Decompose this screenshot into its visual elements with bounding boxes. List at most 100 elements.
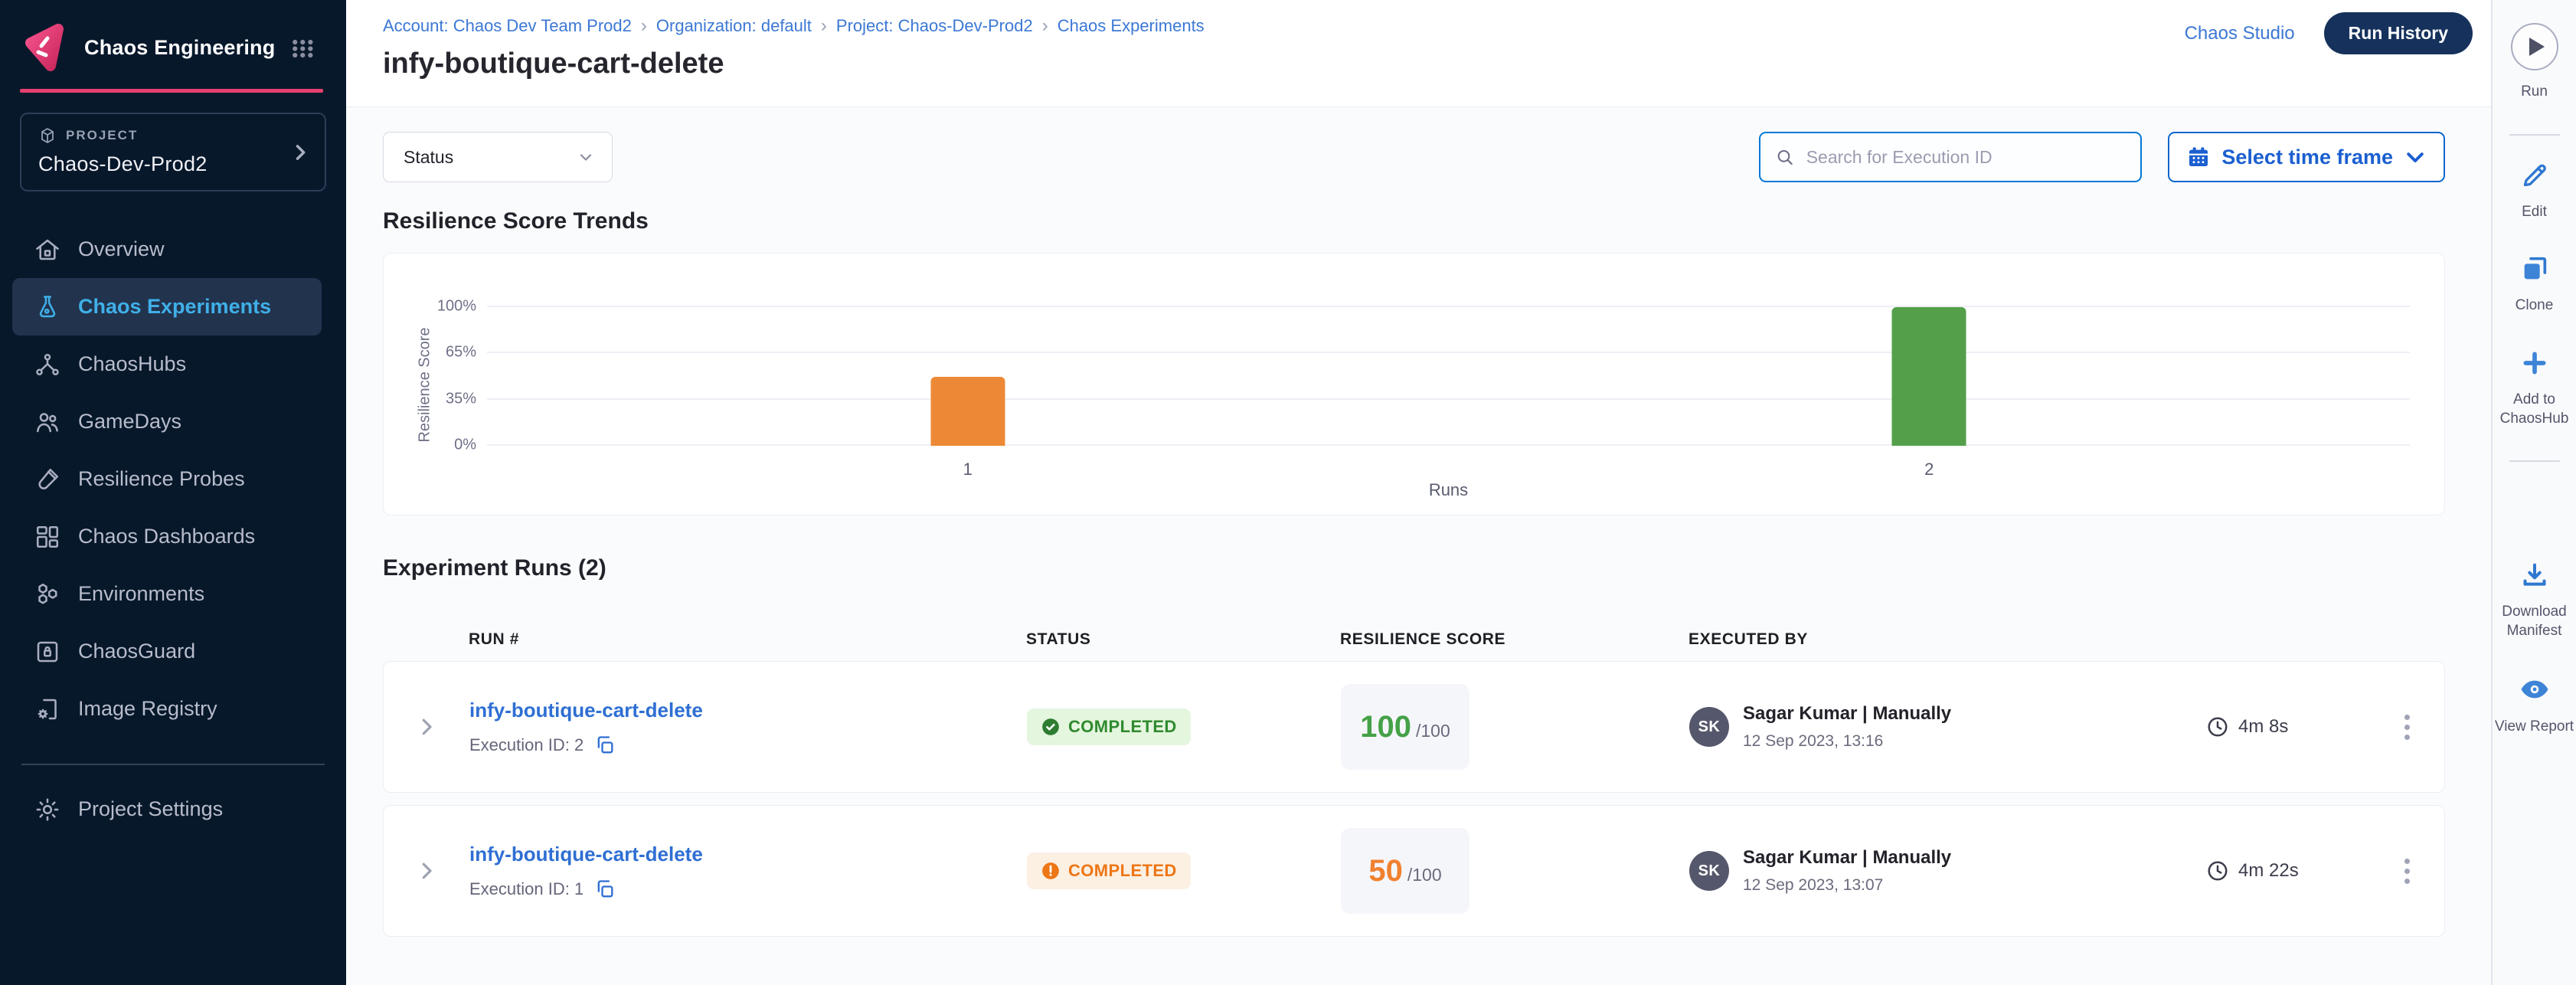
expand-row-chevron-icon[interactable] xyxy=(384,859,469,882)
status-text: COMPLETED xyxy=(1068,861,1177,880)
edit-button[interactable]: Edit xyxy=(2519,160,2550,222)
score-cell: 50 /100 xyxy=(1341,828,1689,914)
executed-by-cell: SK Sagar Kumar | Manually 12 Sep 2023, 1… xyxy=(1689,703,2206,751)
run-history-button[interactable]: Run History xyxy=(2323,12,2473,54)
left-sidebar: Chaos Engineering PROJECT Chaos-Dev-Prod… xyxy=(0,0,346,985)
sidebar-item-label: Environments xyxy=(78,582,205,605)
run-name-link[interactable]: infy-boutique-cart-delete xyxy=(469,842,703,866)
add-to-chaoshub-button[interactable]: Add to ChaosHub xyxy=(2493,348,2576,428)
search-input[interactable] xyxy=(1806,146,2127,168)
resilience-trends-heading: Resilience Score Trends xyxy=(383,208,649,234)
duration-cell: 4m 8s xyxy=(2206,715,2368,738)
score-value: 100 xyxy=(1360,709,1411,744)
execution-id: Execution ID: 2 xyxy=(469,735,584,754)
column-header-run: RUN # xyxy=(469,630,520,648)
sidebar-item-label: GameDays xyxy=(78,410,182,433)
select-time-frame-button[interactable]: Select time frame xyxy=(2168,132,2445,182)
hexagons-icon xyxy=(34,581,61,608)
cube-icon xyxy=(41,128,54,143)
status-badge: COMPLETED xyxy=(1027,708,1191,745)
experiment-runs-heading: Experiment Runs (2) xyxy=(383,555,606,581)
resilience-score-trends-chart: Resilience Score 0% 35% 65% 100% 1 2 Runs xyxy=(383,253,2445,515)
sidebar-item-chaosguard[interactable]: ChaosGuard xyxy=(0,623,346,680)
chart-gridline: 35% xyxy=(446,390,2410,407)
expand-row-chevron-icon[interactable] xyxy=(384,715,469,738)
copy-icon[interactable] xyxy=(594,879,616,900)
chaos-studio-link[interactable]: Chaos Studio xyxy=(2184,22,2295,44)
run-info-cell: infy-boutique-cart-delete Execution ID: … xyxy=(469,843,1027,900)
run-name-link[interactable]: infy-boutique-cart-delete xyxy=(469,698,703,722)
sidebar-item-chaos-experiments[interactable]: Chaos Experiments xyxy=(12,278,322,335)
status-cell: COMPLETED xyxy=(1027,852,1341,889)
sidebar-item-chaos-dashboards[interactable]: Chaos Dashboards xyxy=(0,508,346,565)
download-manifest-button[interactable]: Download Manifest xyxy=(2493,560,2576,640)
avatar: SK xyxy=(1689,707,1729,747)
row-menu-kebab-icon[interactable] xyxy=(2368,708,2445,746)
view-report-label: View Report xyxy=(2494,718,2574,735)
hub-icon xyxy=(34,351,61,378)
sidebar-item-project-settings[interactable]: Project Settings xyxy=(0,780,346,838)
filters-row: Status Select time frame xyxy=(383,132,2445,182)
pencil-icon xyxy=(2523,164,2546,186)
duration-value: 4m 22s xyxy=(2238,860,2299,881)
home-icon xyxy=(34,236,61,263)
sidebar-item-label: Project Settings xyxy=(78,797,224,820)
app-switcher-grid-icon[interactable] xyxy=(290,31,315,64)
play-icon xyxy=(2510,23,2558,70)
avatar: SK xyxy=(1689,851,1729,891)
sidebar-item-resilience-probes[interactable]: Resilience Probes xyxy=(0,450,346,508)
status-filter-label: Status xyxy=(404,146,454,167)
run-info-cell: infy-boutique-cart-delete Execution ID: … xyxy=(469,699,1027,756)
score-cell: 100 /100 xyxy=(1341,684,1689,770)
chevron-right-icon xyxy=(296,144,306,160)
probe-icon xyxy=(34,466,61,493)
sidebar-item-environments[interactable]: Environments xyxy=(0,565,346,623)
page-title: infy-boutique-cart-delete xyxy=(383,47,724,80)
resilience-score-box: 50 /100 xyxy=(1341,828,1469,914)
duration-value: 4m 8s xyxy=(2238,716,2289,737)
breadcrumb-separator: › xyxy=(640,15,647,36)
sidebar-item-label: Resilience Probes xyxy=(78,467,245,490)
product-title: Chaos Engineering xyxy=(84,35,276,59)
executed-timestamp: 12 Sep 2023, 13:07 xyxy=(1743,876,1884,894)
breadcrumb-chaos-experiments[interactable]: Chaos Experiments xyxy=(1057,16,1205,35)
executor-name: Sagar Kumar | Manually xyxy=(1743,703,1952,724)
content-area: Status Select time frame Resilience Scor… xyxy=(346,107,2491,985)
sidebar-item-chaoshubs[interactable]: ChaosHubs xyxy=(0,335,346,393)
sidebar-item-label: Chaos Dashboards xyxy=(78,525,256,548)
project-selector[interactable]: PROJECT Chaos-Dev-Prod2 xyxy=(20,113,326,191)
chevron-down-icon xyxy=(580,154,592,161)
sidebar-item-overview[interactable]: Overview xyxy=(0,221,346,278)
sidebar-item-image-registry[interactable]: Image Registry xyxy=(0,680,346,738)
breadcrumb: Account: Chaos Dev Team Prod2 › Organiza… xyxy=(383,15,1205,37)
resilience-score-box: 100 /100 xyxy=(1341,684,1469,770)
plus-icon xyxy=(2523,352,2545,375)
breadcrumb-organization[interactable]: Organization: default xyxy=(655,16,812,35)
gear-icon xyxy=(34,796,61,823)
chart-y-axis-label: Resilience Score xyxy=(416,327,433,443)
copy-icon[interactable] xyxy=(594,735,616,756)
chart-category-label: 2 xyxy=(1924,460,1934,479)
status-filter-dropdown[interactable]: Status xyxy=(383,132,613,182)
time-frame-label: Select time frame xyxy=(2221,145,2393,169)
chart-bar-run-2 xyxy=(1891,307,1966,446)
view-report-button[interactable]: View Report xyxy=(2495,673,2574,737)
run-button[interactable]: Run xyxy=(2510,23,2558,102)
breadcrumb-account[interactable]: Account: Chaos Dev Team Prod2 xyxy=(383,16,632,35)
breadcrumb-project[interactable]: Project: Chaos-Dev-Prod2 xyxy=(835,16,1033,35)
score-value: 50 xyxy=(1368,853,1403,888)
score-max: /100 xyxy=(1415,720,1450,741)
sidebar-item-gamedays[interactable]: GameDays xyxy=(0,393,346,450)
execution-id: Execution ID: 1 xyxy=(469,879,584,898)
clone-icon xyxy=(2524,257,2546,280)
chart-gridline: 65% xyxy=(446,344,2410,361)
run-row: infy-boutique-cart-delete Execution ID: … xyxy=(383,805,2445,937)
clone-button[interactable]: Clone xyxy=(2516,254,2553,316)
sidebar-item-label: ChaosHubs xyxy=(78,352,187,375)
action-rail: Run Edit Clone Add to ChaosHub Download … xyxy=(2491,0,2576,985)
executed-timestamp: 12 Sep 2023, 13:16 xyxy=(1743,732,1884,750)
row-menu-kebab-icon[interactable] xyxy=(2368,852,2445,890)
sidebar-nav: Overview Chaos Experiments ChaosHubs Gam… xyxy=(0,221,346,738)
clock-icon xyxy=(2208,861,2228,881)
sidebar-item-label: ChaosGuard xyxy=(78,640,196,663)
